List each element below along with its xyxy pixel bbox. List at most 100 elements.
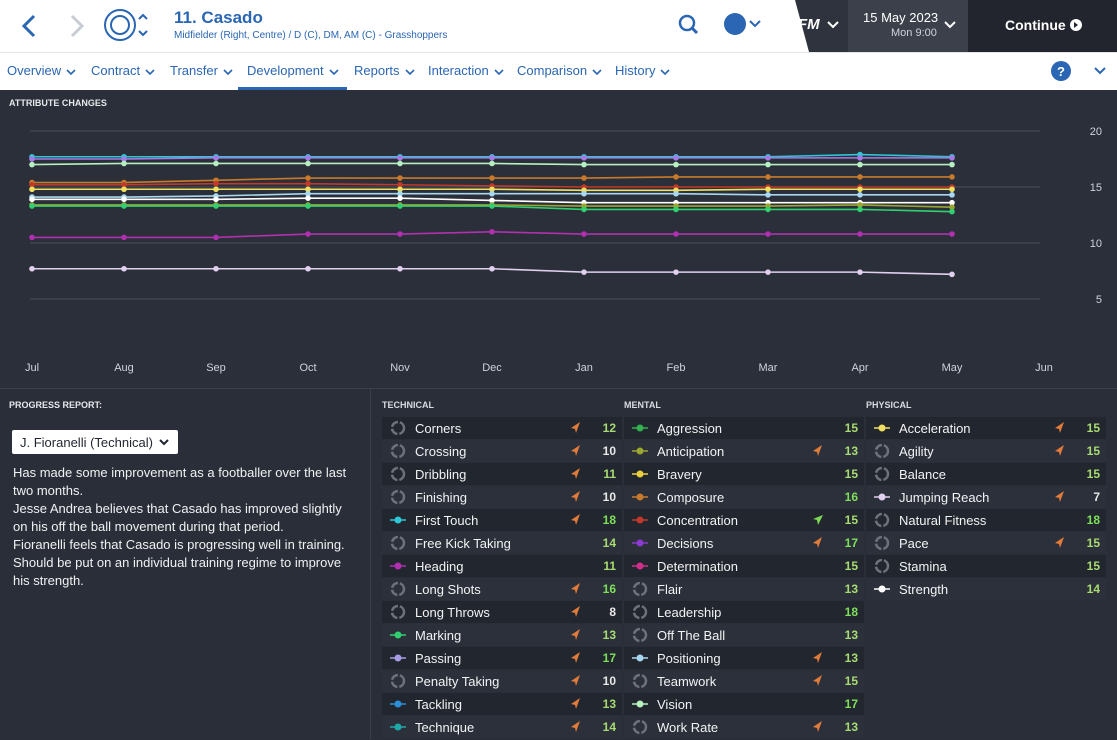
- series-point: [121, 156, 127, 162]
- attribute-row[interactable]: Free Kick Taking 14: [382, 532, 622, 554]
- series-point: [213, 203, 219, 209]
- attribute-name: Aggression: [657, 421, 723, 436]
- series-point: [29, 196, 35, 203]
- chart-title: ATTRIBUTE CHANGES: [9, 98, 107, 108]
- world-button[interactable]: [724, 13, 746, 35]
- series-point: [673, 269, 679, 275]
- attribute-row[interactable]: Heading 11: [382, 555, 622, 577]
- attribute-icon: [390, 516, 406, 524]
- help-button[interactable]: [1051, 61, 1071, 81]
- attribute-name: Long Throws: [415, 605, 490, 620]
- series-point: [397, 181, 403, 188]
- attribute-row[interactable]: Acceleration 15: [866, 417, 1106, 439]
- series-point: [581, 161, 587, 168]
- series-point: [305, 175, 311, 181]
- trend-arrow: [571, 629, 580, 640]
- attribute-row[interactable]: Finishing 10: [382, 486, 622, 508]
- attribute-row[interactable]: Dribbling 11: [382, 463, 622, 485]
- nav-item[interactable]: Interaction: [428, 63, 504, 78]
- attribute-row[interactable]: Concentration 15: [624, 509, 864, 531]
- search-button[interactable]: [678, 14, 696, 32]
- attribute-row[interactable]: Corners 12: [382, 417, 622, 439]
- attribute-gray-icon: [390, 489, 406, 505]
- attribute-row[interactable]: Tackling 13: [382, 693, 622, 715]
- attribute-row[interactable]: Aggression 15: [624, 417, 864, 439]
- attribute-row[interactable]: Bravery 15: [624, 463, 864, 485]
- series-point: [857, 186, 863, 193]
- attribute-row[interactable]: Flair 13: [624, 578, 864, 600]
- attribute-row[interactable]: Decisions 17: [624, 532, 864, 554]
- attribute-row[interactable]: Passing 17: [382, 647, 622, 669]
- attribute-row[interactable]: Agility 15: [866, 440, 1106, 462]
- attribute-row[interactable]: Work Rate 13: [624, 716, 864, 738]
- forward-button[interactable]: [70, 14, 85, 38]
- series-point: [305, 195, 311, 201]
- attribute-row[interactable]: Vision 17: [624, 693, 864, 715]
- attribute-trend: [571, 422, 580, 433]
- attribute-icon: [390, 604, 406, 620]
- series-point: [305, 155, 311, 161]
- fm-logo[interactable]: FM: [798, 16, 820, 33]
- series-point: [29, 156, 35, 162]
- attribute-key-dot: [636, 493, 644, 501]
- trend-arrow: [571, 422, 580, 433]
- attribute-row[interactable]: Positioning 13: [624, 647, 864, 669]
- attribute-name: Pace: [899, 536, 929, 551]
- series-point: [213, 196, 219, 203]
- attribute-row[interactable]: Penalty Taking 10: [382, 670, 622, 692]
- continue-button[interactable]: [968, 0, 1117, 52]
- series-point: [581, 155, 587, 161]
- attribute-gray-icon: [874, 443, 890, 459]
- attribute-row[interactable]: Leadership 18: [624, 601, 864, 623]
- attribute-name: Natural Fitness: [899, 513, 987, 528]
- attribute-row[interactable]: First Touch 18: [382, 509, 622, 531]
- more-caret[interactable]: [1094, 67, 1106, 75]
- series-point: [121, 186, 127, 193]
- attribute-trend: [1055, 445, 1064, 456]
- player-switch[interactable]: [138, 13, 148, 37]
- trend-arrow: [1055, 422, 1064, 433]
- attribute-row[interactable]: Strength 14: [866, 578, 1106, 600]
- nav-item[interactable]: Transfer: [170, 63, 233, 78]
- series-point: [121, 196, 127, 203]
- attribute-row[interactable]: Jumping Reach 7: [866, 486, 1106, 508]
- nav-item[interactable]: Development: [247, 63, 339, 78]
- attribute-key-dot: [394, 631, 402, 639]
- series-point: [489, 186, 495, 193]
- attribute-row[interactable]: Composure 16: [624, 486, 864, 508]
- attribute-key-dot: [878, 424, 886, 432]
- nav-item[interactable]: Overview: [7, 63, 76, 78]
- series-point: [949, 271, 955, 278]
- coach-select[interactable]: J. Fioranelli (Technical): [12, 430, 178, 454]
- attribute-gray-icon: [632, 604, 648, 620]
- attribute-name: Passing: [415, 651, 462, 666]
- club-badge[interactable]: [104, 9, 136, 41]
- attribute-row[interactable]: Balance 15: [866, 463, 1106, 485]
- attribute-row[interactable]: Anticipation 13: [624, 440, 864, 462]
- series-point: [305, 180, 311, 187]
- nav-item[interactable]: Comparison: [517, 63, 602, 78]
- nav-item[interactable]: History: [615, 63, 671, 78]
- attribute-trend: [571, 583, 580, 594]
- attribute-row[interactable]: Pace 15: [866, 532, 1106, 554]
- x-tick-label: Jan: [575, 362, 593, 374]
- attribute-value: 15: [844, 559, 858, 573]
- back-button[interactable]: [21, 14, 36, 38]
- trend-arrow: [571, 606, 580, 617]
- attribute-row[interactable]: Long Throws 8: [382, 601, 622, 623]
- attribute-row[interactable]: Determination 15: [624, 555, 864, 577]
- attribute-row[interactable]: Technique 14: [382, 716, 622, 738]
- trend-arrow: [571, 698, 580, 709]
- attribute-icon: [390, 723, 406, 731]
- nav-item[interactable]: Contract: [91, 63, 155, 78]
- attribute-icon: [632, 654, 648, 662]
- attribute-row[interactable]: Teamwork 15: [624, 670, 864, 692]
- series-point: [765, 206, 771, 213]
- attribute-row[interactable]: Crossing 10: [382, 440, 622, 462]
- nav-item[interactable]: Reports: [354, 63, 415, 78]
- attribute-row[interactable]: Long Shots 16: [382, 578, 622, 600]
- attribute-row[interactable]: Off The Ball 13: [624, 624, 864, 646]
- attribute-row[interactable]: Natural Fitness 18: [866, 509, 1106, 531]
- attribute-row[interactable]: Marking 13: [382, 624, 622, 646]
- attribute-row[interactable]: Stamina 15: [866, 555, 1106, 577]
